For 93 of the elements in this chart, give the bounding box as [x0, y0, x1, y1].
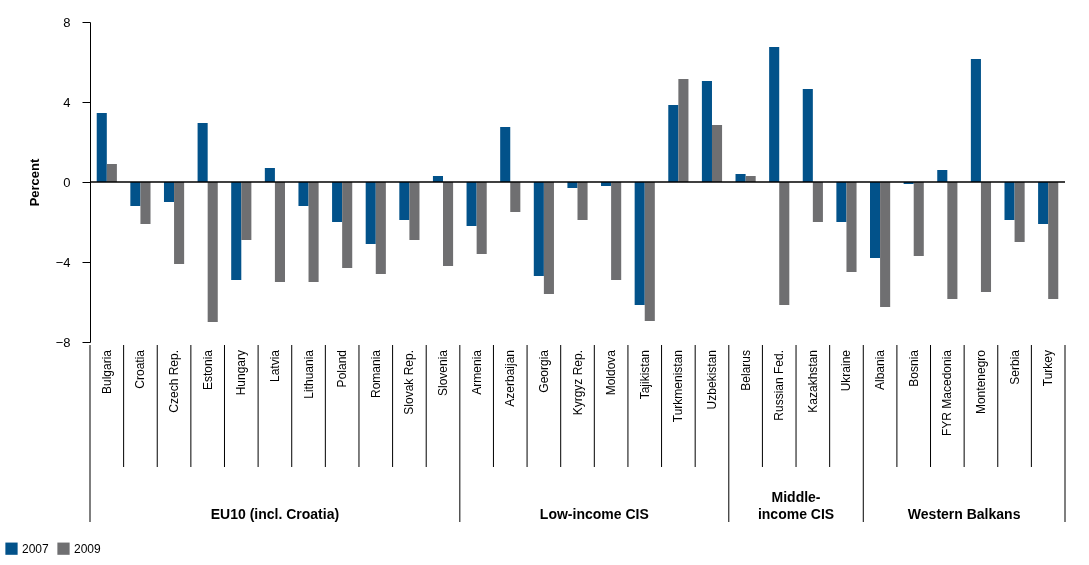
- x-tick-label: Georgia: [536, 349, 551, 393]
- bar: [130, 182, 141, 206]
- bar: [510, 182, 521, 212]
- bar: [197, 123, 208, 182]
- x-tick-label: Lithuania: [301, 349, 316, 399]
- y-tick-label: 0: [63, 174, 71, 190]
- bar: [802, 89, 813, 182]
- bar: [668, 105, 679, 182]
- bar: [1004, 182, 1015, 220]
- bar: [443, 182, 454, 266]
- bar: [880, 182, 891, 307]
- y-tick-label: 4: [63, 94, 71, 110]
- bar: [533, 182, 544, 276]
- bar: [308, 182, 319, 282]
- bar: [1048, 182, 1059, 299]
- x-tick-label: Tajikistan: [637, 350, 652, 400]
- x-tick-label: Turkmenistan: [671, 350, 686, 423]
- bar: [947, 182, 958, 299]
- x-tick-label: Latvia: [267, 349, 282, 383]
- bar: [231, 182, 242, 280]
- text: Western Balkans: [907, 506, 1021, 522]
- text: Low-income CIS: [539, 506, 649, 522]
- x-tick-label: Romania: [368, 349, 383, 399]
- x-tick-label: Poland: [335, 350, 350, 388]
- bar: [970, 59, 981, 182]
- bar: [779, 182, 790, 305]
- bar: [836, 182, 847, 222]
- bar: [1038, 182, 1049, 224]
- bar: [274, 182, 285, 282]
- legend-label: 2007: [22, 541, 50, 556]
- bar: [106, 164, 117, 182]
- x-tick-label: Kazakhstan: [805, 350, 820, 413]
- bar: [140, 182, 151, 224]
- bar: [264, 168, 275, 182]
- x-tick-label: Montenegro: [973, 349, 988, 415]
- bar: [701, 81, 712, 182]
- legend-label: 2009: [74, 541, 102, 556]
- x-tick-label: Hungary: [234, 350, 249, 396]
- y-tick-label: 8: [63, 14, 71, 30]
- bar: [342, 182, 353, 268]
- bar: [241, 182, 252, 240]
- x-tick-label: Slovenia: [436, 349, 451, 397]
- bar: [409, 182, 420, 240]
- bar: [163, 182, 175, 202]
- x-tick-label: Armenia: [469, 349, 484, 395]
- x-tick-label: Kyrgyz Rep.: [570, 350, 585, 416]
- bar: [298, 182, 309, 206]
- y-tick-label: −8: [55, 334, 71, 350]
- text: EU10 (incl. Croatia): [210, 506, 340, 522]
- bar: [476, 182, 487, 254]
- x-tick-label: Azerbaijan: [503, 350, 518, 407]
- bar: [913, 182, 924, 256]
- bar: [812, 182, 823, 222]
- x-tick-label: Czech Rep.: [167, 350, 182, 413]
- bar: [870, 182, 881, 258]
- bar: [375, 182, 386, 274]
- x-tick-label: Ukraine: [839, 349, 854, 392]
- x-tick-label: Belarus: [738, 350, 753, 391]
- bar: [500, 127, 511, 182]
- bar: [611, 182, 622, 280]
- y-tick-label: −4: [55, 254, 71, 270]
- text: Middle-income CIS: [757, 489, 835, 522]
- x-tick-label: Bosnia: [906, 349, 921, 387]
- bar: [769, 47, 780, 182]
- x-tick-label: Slovak Rep.: [402, 350, 417, 415]
- bar: [644, 182, 655, 321]
- x-tick-label: Serbia: [1007, 349, 1022, 385]
- bar: [937, 170, 948, 182]
- bar: [96, 113, 107, 182]
- bar: [678, 79, 689, 182]
- bar: [980, 182, 992, 292]
- bar: [634, 182, 645, 305]
- bar: [399, 182, 410, 220]
- x-tick-label: Croatia: [133, 349, 148, 389]
- x-tick-label: Russian Fed.: [772, 350, 787, 421]
- bar: [207, 182, 218, 322]
- x-tick-label: FYR Macedonia: [940, 349, 955, 437]
- x-tick-label: Turkey: [1041, 350, 1056, 387]
- bar: [543, 182, 554, 294]
- x-tick-label: Albania: [873, 349, 888, 391]
- bar: [577, 182, 588, 220]
- x-tick-label: Estonia: [200, 349, 215, 391]
- bar: [1014, 182, 1025, 242]
- y-axis-title: Percent: [26, 157, 42, 207]
- x-tick-label: Bulgaria: [99, 349, 114, 395]
- bar: [174, 182, 185, 264]
- x-tick-label: Moldova: [604, 349, 619, 396]
- bar: [466, 182, 477, 226]
- bar: [711, 125, 723, 182]
- bar: [365, 182, 376, 244]
- x-tick-label: Uzbekistan: [704, 350, 719, 410]
- bar: [332, 182, 343, 222]
- bar: [846, 182, 857, 272]
